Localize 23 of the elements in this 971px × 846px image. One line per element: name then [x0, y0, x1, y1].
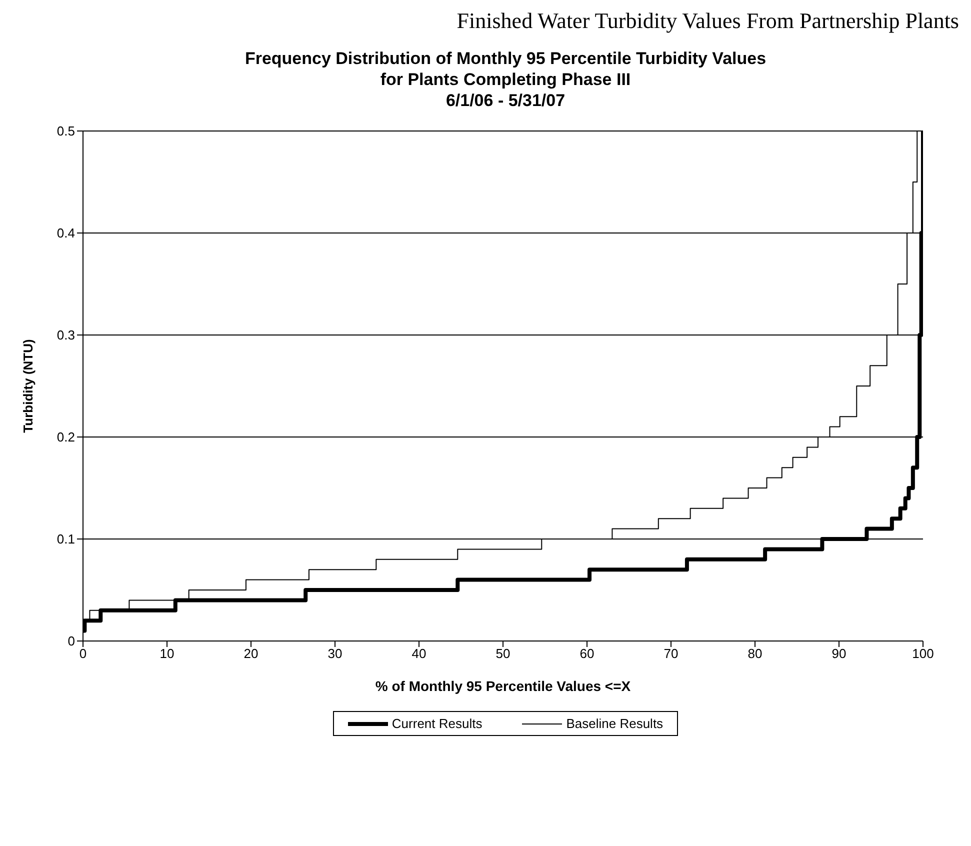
x-axis-title: % of Monthly 95 Percentile Values <=X [375, 678, 632, 694]
x-tick-label: 40 [412, 646, 426, 662]
x-tick-label: 30 [328, 646, 342, 662]
x-tick-label: 80 [748, 646, 762, 662]
legend-label: Current Results [392, 716, 482, 731]
x-tick-label: 20 [244, 646, 258, 662]
y-tick-label: 0.2 [56, 430, 75, 445]
y-tick-label: 0 [68, 634, 75, 649]
x-tick-label: 50 [496, 646, 510, 662]
x-tick-label: 70 [664, 646, 678, 662]
x-tick-label: 0 [79, 646, 87, 662]
y-tick-label: 0.1 [56, 532, 75, 547]
x-tick-label: 100 [912, 646, 934, 662]
x-tick-label: 90 [832, 646, 846, 662]
x-tick-label: 10 [160, 646, 174, 662]
x-tick-label: 60 [580, 646, 594, 662]
y-tick-label: 0.4 [56, 226, 75, 241]
legend-label: Baseline Results [566, 716, 664, 731]
chart-title: Frequency Distribution of Monthly 95 Percentile Turbidity Values for Plants Completing Phase III 6/1/06 - 5/31/07 [244, 48, 768, 111]
y-tick-label: 0.5 [56, 124, 75, 139]
y-tick-label: 0.3 [56, 328, 75, 343]
chart-subtitle: Finished Water Turbidity Values From Partnership Plants [456, 8, 960, 34]
y-axis-title: Turbidity (NTU) [20, 339, 36, 433]
